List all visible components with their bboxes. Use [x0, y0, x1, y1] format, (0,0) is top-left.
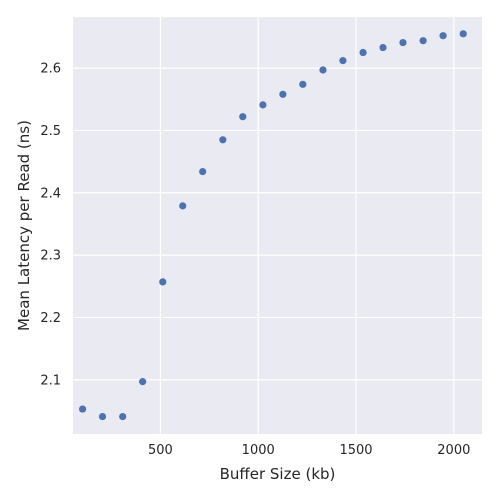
x-tick-label: 2000 — [437, 443, 470, 458]
data-point — [379, 43, 387, 52]
data-point — [78, 405, 87, 413]
data-point — [339, 57, 347, 65]
data-point — [439, 32, 447, 40]
data-point — [359, 48, 367, 57]
grid-lines — [73, 17, 482, 434]
y-tick-label: 2.4 — [40, 186, 61, 201]
data-point — [119, 412, 127, 421]
data-point — [239, 113, 247, 121]
data-point — [199, 167, 207, 176]
y-axis-label: Mean Latency per Read (ns) — [15, 120, 33, 331]
x-tick-label: 500 — [148, 443, 173, 458]
data-point — [459, 30, 467, 38]
data-point — [219, 136, 227, 144]
data-point — [159, 278, 167, 286]
data-point — [419, 37, 427, 45]
x-tick-label: 1500 — [339, 443, 372, 458]
data-point — [279, 90, 287, 98]
x-axis-label: Buffer Size (kb) — [220, 465, 336, 483]
y-tick-label: 2.3 — [40, 249, 61, 264]
data-point — [319, 66, 327, 74]
y-tick-label: 2.2 — [40, 311, 61, 326]
y-tick-label: 2.1 — [40, 373, 61, 388]
data-point — [179, 202, 187, 210]
data-point — [399, 38, 407, 47]
y-tick-label: 2.6 — [40, 62, 61, 77]
x-tick-labels: 500 1000 1500 2000 — [148, 443, 470, 458]
data-points — [78, 30, 467, 421]
data-point — [139, 378, 147, 386]
y-tick-label: 2.5 — [40, 124, 61, 139]
data-point — [259, 101, 267, 109]
plot-area — [73, 17, 482, 434]
x-tick-label: 1000 — [242, 443, 275, 458]
data-point — [98, 412, 107, 421]
y-tick-labels: 2.1 2.2 2.3 2.4 2.5 2.6 — [40, 62, 61, 389]
data-point — [299, 80, 307, 88]
